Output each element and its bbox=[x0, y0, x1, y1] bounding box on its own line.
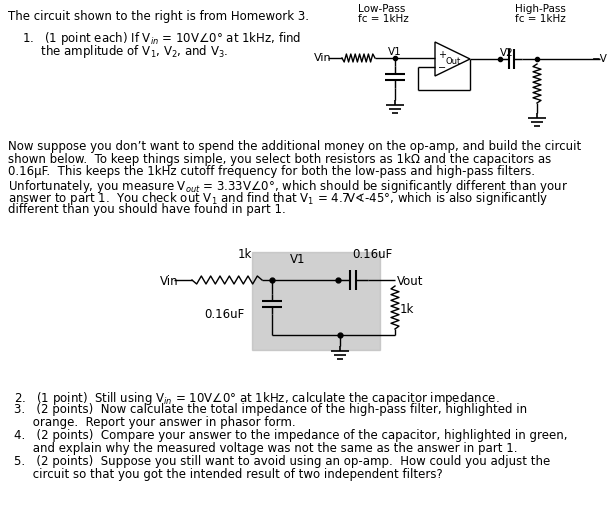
Text: 0.16uF: 0.16uF bbox=[352, 248, 392, 261]
Text: different than you should have found in part 1.: different than you should have found in … bbox=[8, 202, 286, 216]
Text: orange.  Report your answer in phasor form.: orange. Report your answer in phasor for… bbox=[14, 416, 296, 429]
Text: 0.16uF: 0.16uF bbox=[204, 308, 244, 321]
Text: Vin: Vin bbox=[314, 53, 331, 63]
Text: shown below.  To keep things simple, you select both resistors as 1kΩ and the ca: shown below. To keep things simple, you … bbox=[8, 152, 551, 166]
Text: Vout: Vout bbox=[397, 275, 424, 288]
Text: −V3: −V3 bbox=[592, 54, 607, 64]
Text: V1: V1 bbox=[388, 47, 402, 57]
Text: Out: Out bbox=[446, 57, 461, 66]
Text: 3.   (2 points)  Now calculate the total impedance of the high-pass filter, high: 3. (2 points) Now calculate the total im… bbox=[14, 403, 527, 416]
Text: The circuit shown to the right is from Homework 3.: The circuit shown to the right is from H… bbox=[8, 10, 309, 23]
Text: and explain why the measured voltage was not the same as the answer in part 1.: and explain why the measured voltage was… bbox=[14, 442, 518, 455]
Text: 2.   (1 point)  Still using V$_{in}$ = 10V∠0° at 1kHz, calculate the capacitor i: 2. (1 point) Still using V$_{in}$ = 10V∠… bbox=[14, 390, 500, 407]
Text: Vin: Vin bbox=[160, 275, 178, 288]
Text: answer to part 1.  You check out V$_1$ and find that V$_1$ = 4.7V∢-45°, which is: answer to part 1. You check out V$_1$ an… bbox=[8, 190, 548, 207]
Text: fc = 1kHz: fc = 1kHz bbox=[515, 14, 566, 24]
Text: 1.   (1 point each) If V$_{in}$ = 10V∠0° at 1kHz, find: 1. (1 point each) If V$_{in}$ = 10V∠0° a… bbox=[22, 30, 301, 47]
Text: the amplitude of V$_1$, V$_2$, and V$_3$.: the amplitude of V$_1$, V$_2$, and V$_3$… bbox=[22, 43, 228, 60]
Text: 0.16μF.  This keeps the 1kHz cutoff frequency for both the low-pass and high-pas: 0.16μF. This keeps the 1kHz cutoff frequ… bbox=[8, 165, 535, 178]
Text: circuit so that you got the intended result of two independent filters?: circuit so that you got the intended res… bbox=[14, 468, 443, 481]
Text: High-Pass: High-Pass bbox=[515, 4, 566, 14]
Text: Low-Pass: Low-Pass bbox=[358, 4, 405, 14]
Text: +: + bbox=[438, 50, 446, 60]
Text: V2: V2 bbox=[500, 48, 514, 58]
Text: 5.   (2 points)  Suppose you still want to avoid using an op-amp.  How could you: 5. (2 points) Suppose you still want to … bbox=[14, 455, 551, 468]
Text: 1k: 1k bbox=[400, 303, 415, 316]
Text: fc = 1kHz: fc = 1kHz bbox=[358, 14, 409, 24]
Text: 4.   (2 points)  Compare your answer to the impedance of the capacitor, highligh: 4. (2 points) Compare your answer to the… bbox=[14, 429, 568, 442]
Text: V1: V1 bbox=[290, 253, 305, 266]
Text: 1k: 1k bbox=[238, 248, 253, 261]
Text: Unfortunately, you measure V$_{out}$ = 3.33V∠0°, which should be significantly d: Unfortunately, you measure V$_{out}$ = 3… bbox=[8, 177, 568, 195]
Bar bbox=[252, 252, 380, 350]
Text: −: − bbox=[438, 63, 446, 73]
Text: Now suppose you don’t want to spend the additional money on the op-amp, and buil: Now suppose you don’t want to spend the … bbox=[8, 140, 582, 153]
